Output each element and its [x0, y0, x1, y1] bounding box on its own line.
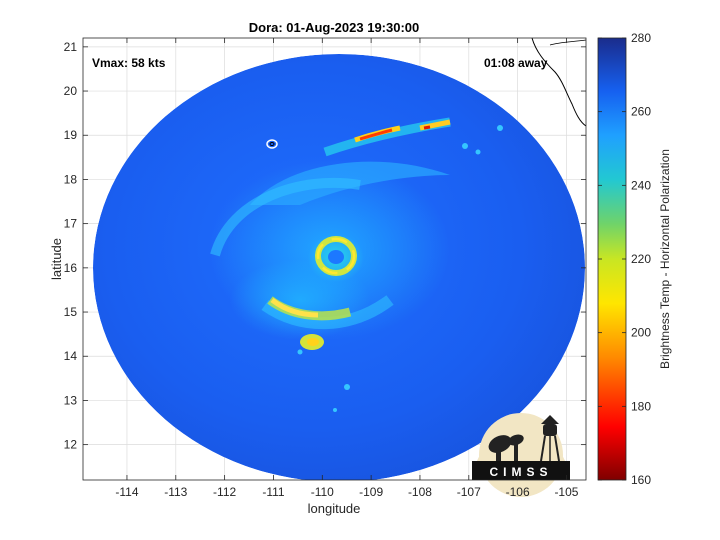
- axes-frame: [82, 37, 587, 481]
- x-tick-label: -113: [164, 485, 187, 499]
- y-tick-label: 15: [64, 305, 78, 319]
- y-tick-label: 19: [64, 128, 78, 142]
- time-away-label: 01:08 away: [484, 56, 548, 70]
- x-axis: -114 -113 -112 -111 -110 -109 -108 -107 -106 -105: [115, 38, 579, 499]
- y-axis: 12 13 14 15 16 17 18 19 20 21: [64, 40, 586, 452]
- colorbar-tick-label: 280: [631, 31, 651, 45]
- y-tick-label: 18: [64, 172, 78, 186]
- y-tick-label: 12: [64, 438, 78, 452]
- colorbar-tick-label: 220: [631, 252, 651, 266]
- cimss-logo: CIMSS: [472, 413, 570, 497]
- x-tick-label: -107: [457, 485, 481, 499]
- colorbar: 160 180 200 220 240 260 280 Brightness Temp - …: [597, 31, 672, 487]
- y-tick-label: 14: [64, 349, 78, 363]
- y-tick-label: 21: [64, 40, 78, 54]
- colorbar-tick-label: 240: [631, 178, 651, 192]
- x-tick-label: -108: [408, 485, 432, 499]
- x-tick-label: -110: [311, 485, 334, 499]
- y-tick-label: 13: [64, 393, 78, 407]
- y-axis-label: latitude: [49, 238, 64, 280]
- x-tick-label: -106: [506, 485, 530, 499]
- colorbar-tick-label: 260: [631, 105, 651, 119]
- colorbar-gradient: [597, 37, 627, 481]
- x-tick-label: -114: [115, 485, 138, 499]
- colorbar-tick-label: 200: [631, 326, 651, 340]
- colorbar-tick-label: 160: [631, 473, 651, 487]
- x-tick-label: -109: [359, 485, 383, 499]
- x-tick-label: -111: [262, 485, 285, 499]
- brightness-temp-swath: [93, 38, 586, 480]
- x-tick-label: -112: [213, 485, 236, 499]
- x-axis-label: longitude: [308, 501, 361, 516]
- y-tick-label: 17: [64, 217, 78, 231]
- colorbar-ticks: 160 180 200 220 240 260 280: [598, 31, 651, 487]
- y-tick-label: 16: [64, 261, 78, 275]
- y-tick-label: 20: [64, 84, 78, 98]
- x-tick-label: -105: [554, 485, 578, 499]
- vmax-label: Vmax: 58 kts: [92, 56, 166, 70]
- chart-title: Dora: 01-Aug-2023 19:30:00: [249, 20, 420, 35]
- colorbar-tick-label: 180: [631, 399, 651, 413]
- colorbar-label: Brightness Temp - Horizontal Polarizatio…: [658, 149, 672, 369]
- cimss-logo-text: CIMSS: [489, 465, 552, 479]
